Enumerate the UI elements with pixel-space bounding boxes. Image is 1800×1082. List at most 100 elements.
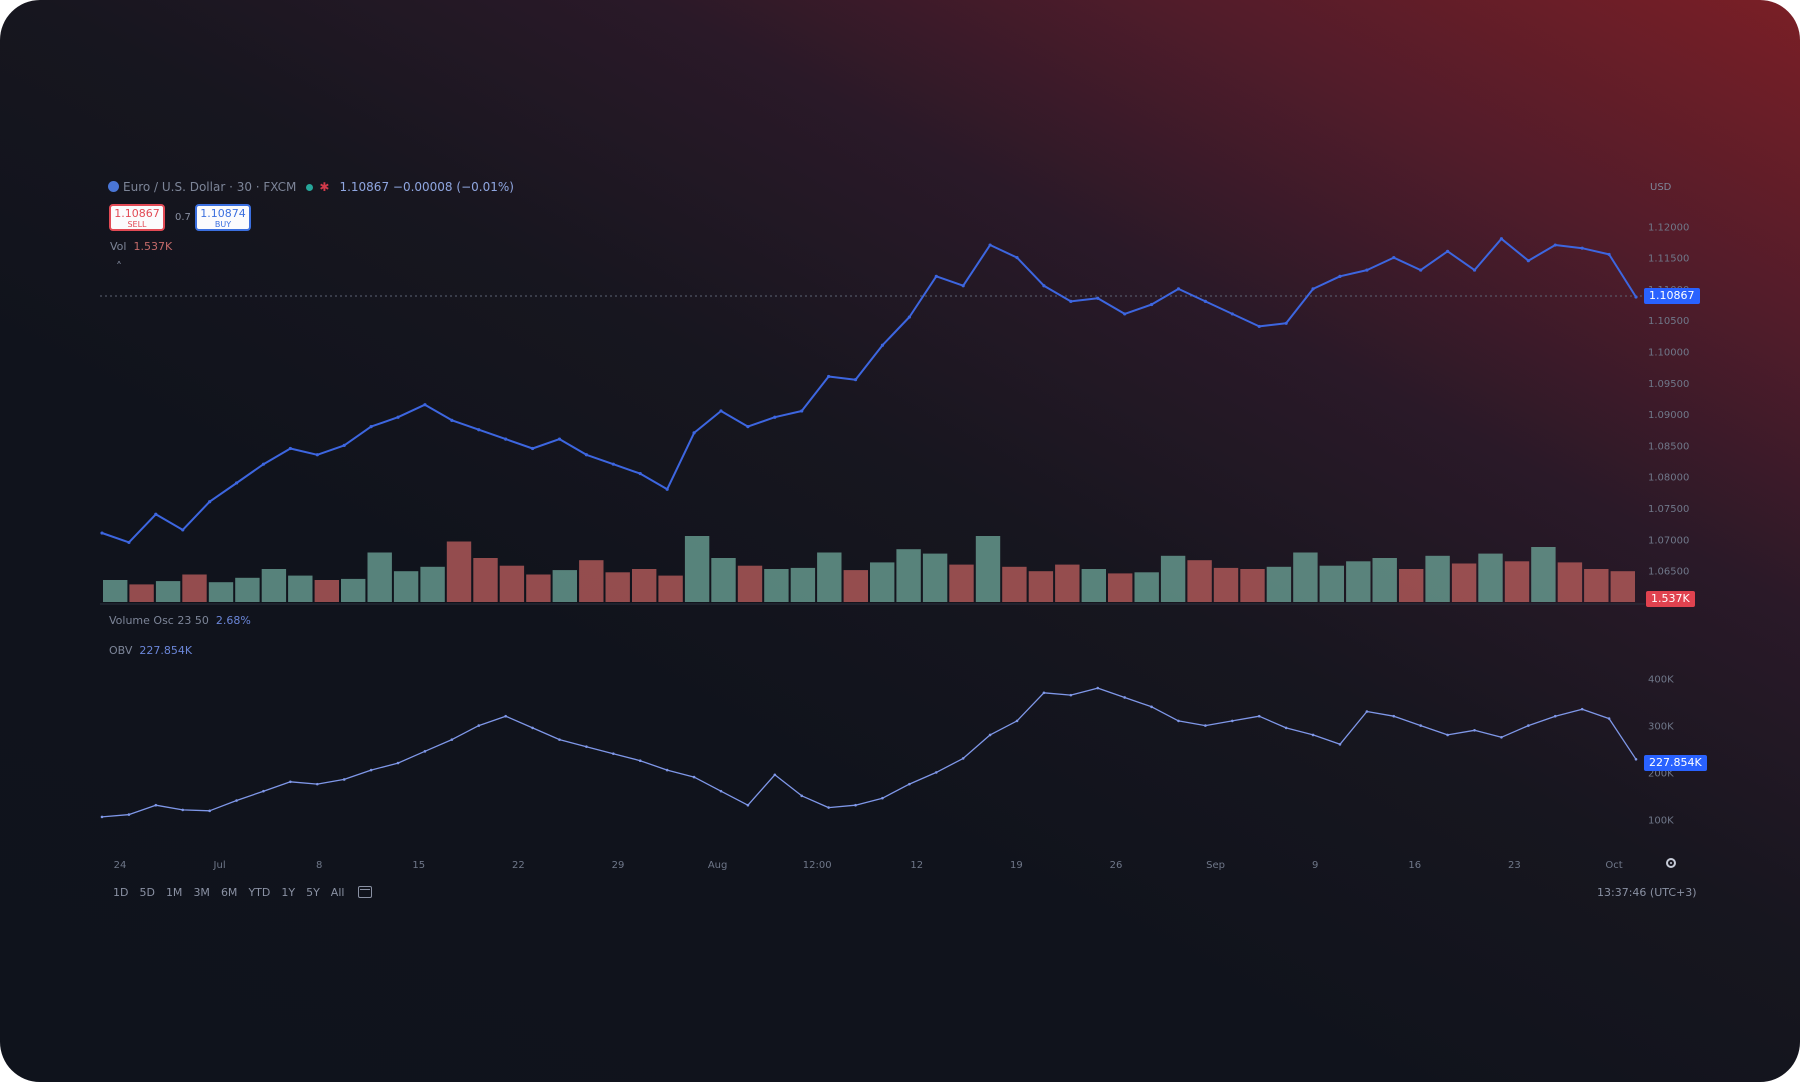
price-point (396, 415, 400, 419)
current-obv-tag: 227.854K (1644, 755, 1707, 771)
price-point (181, 528, 185, 532)
price-point (1230, 312, 1234, 316)
currency-selector[interactable]: USD (1650, 182, 1672, 193)
price-point (100, 531, 104, 535)
time-tick-label: Jul (213, 860, 226, 871)
time-tick-label: Oct (1605, 860, 1622, 871)
price-point (1526, 259, 1530, 263)
obv-tick-label: 400K (1648, 675, 1674, 686)
obv-point (504, 714, 507, 718)
obv-tick-label: 300K (1648, 722, 1674, 733)
obv-point (1042, 691, 1046, 695)
clock: 13:37:46 (UTC+3) (1597, 886, 1697, 899)
buy-button[interactable]: 1.10874 BUY (195, 204, 251, 231)
obv-point (612, 752, 615, 755)
volume-bars (103, 536, 1635, 602)
volume-bar (129, 584, 154, 602)
obv-point (423, 750, 427, 753)
price-point (719, 409, 723, 413)
price-point (1419, 268, 1423, 272)
obv-point (127, 813, 131, 816)
obv-point (396, 761, 400, 765)
price-point (1392, 255, 1396, 260)
obv-point (1204, 724, 1207, 727)
volume-osc-legend[interactable]: Volume Osc 23 50 2.68% (109, 614, 251, 627)
symbol-title[interactable]: Euro / U.S. Dollar · 30 · FXCM (123, 180, 297, 194)
volume-bar (1425, 555, 1450, 602)
obv-point (988, 733, 992, 737)
obv-point (1392, 714, 1396, 718)
obv-point (961, 757, 965, 760)
volume-bar (870, 562, 895, 602)
obv-legend[interactable]: OBV 227.854K (109, 644, 192, 657)
obv-point (1096, 686, 1100, 690)
volume-bar (1610, 571, 1635, 602)
volume-bar (1293, 552, 1318, 602)
volume-bar (446, 541, 472, 602)
volume-bar (1372, 558, 1397, 602)
volume-bar (1081, 569, 1106, 602)
obv-legend-value: 227.854K (139, 644, 193, 657)
price-tick-label: 1.07500 (1648, 504, 1689, 515)
volume-legend-value: 1.537K (133, 240, 173, 253)
collapse-chevron-icon[interactable]: ˄ (116, 260, 122, 274)
range-selector[interactable]: 1D 5D 1M 3M 6M YTD 1Y 5Y All (113, 886, 355, 899)
market-open-dot-icon (306, 183, 314, 191)
obv-point (1177, 719, 1180, 723)
obv-tick-label: 100K (1648, 815, 1674, 826)
price-points (100, 237, 1638, 545)
price-point (477, 428, 481, 432)
price-point (423, 403, 427, 407)
obv-point (746, 803, 750, 807)
spread-value: 0.7 (175, 212, 191, 223)
range-button-1y[interactable]: 1Y (281, 886, 296, 899)
volume-bar (261, 569, 287, 602)
price-point (1123, 312, 1127, 316)
volume-osc-value: 2.68% (215, 614, 251, 627)
price-point (369, 425, 373, 429)
time-tick-label: 24 (114, 860, 127, 871)
obv-point (369, 768, 373, 772)
range-button-ytd[interactable]: YTD (248, 886, 271, 899)
time-axis[interactable]: 24 Jul 8 15 22 29 Aug 12:00 12 19 26 Sep 9 16 23 Oct (114, 860, 1623, 871)
obv-axis[interactable]: 400K 300K 200K 100K (1648, 675, 1674, 827)
price-point (746, 425, 750, 429)
calendar-icon[interactable] (358, 886, 372, 898)
obv-point (1580, 707, 1584, 711)
symbol-header[interactable]: Euro / U.S. Dollar · 30 · FXCM ✱ 1.10867 −… (108, 180, 514, 194)
range-button-1d[interactable]: 1D (113, 886, 129, 899)
range-button-5y[interactable]: 5Y (306, 886, 320, 899)
range-button-3m[interactable]: 3M (193, 886, 210, 899)
gear-icon[interactable] (1666, 858, 1676, 868)
range-button-1m[interactable]: 1M (165, 886, 183, 899)
price-point (342, 443, 346, 447)
volume-bar (1160, 555, 1186, 602)
volume-bar (314, 580, 339, 602)
obv-point (908, 782, 911, 786)
price-point (1446, 249, 1450, 253)
price-point (692, 431, 696, 435)
buy-price: 1.10874 (200, 207, 246, 220)
volume-bar (711, 558, 736, 602)
range-button-6m[interactable]: 6M (220, 886, 238, 899)
obv-point (1069, 693, 1073, 697)
volume-legend-label: Vol (110, 240, 127, 253)
range-button-all[interactable]: All (330, 886, 345, 899)
obv-point (1527, 724, 1530, 727)
price-point (1365, 268, 1369, 272)
obv-point (934, 771, 938, 774)
time-tick-label: 23 (1508, 860, 1521, 871)
price-point (638, 471, 642, 476)
volume-bar (605, 572, 630, 602)
price-point (853, 378, 858, 382)
volume-bar (684, 536, 710, 602)
volume-bar (288, 575, 313, 602)
range-button-5d[interactable]: 5D (139, 886, 155, 899)
sell-button[interactable]: 1.10867 SELL (109, 204, 165, 231)
volume-legend[interactable]: Vol 1.537K (110, 240, 172, 253)
volume-bar (1055, 564, 1080, 602)
price-point (530, 446, 535, 451)
volume-bar (632, 569, 657, 602)
price-axis[interactable]: 1.120001.115001.110001.105001.100001.095… (1648, 222, 1689, 577)
